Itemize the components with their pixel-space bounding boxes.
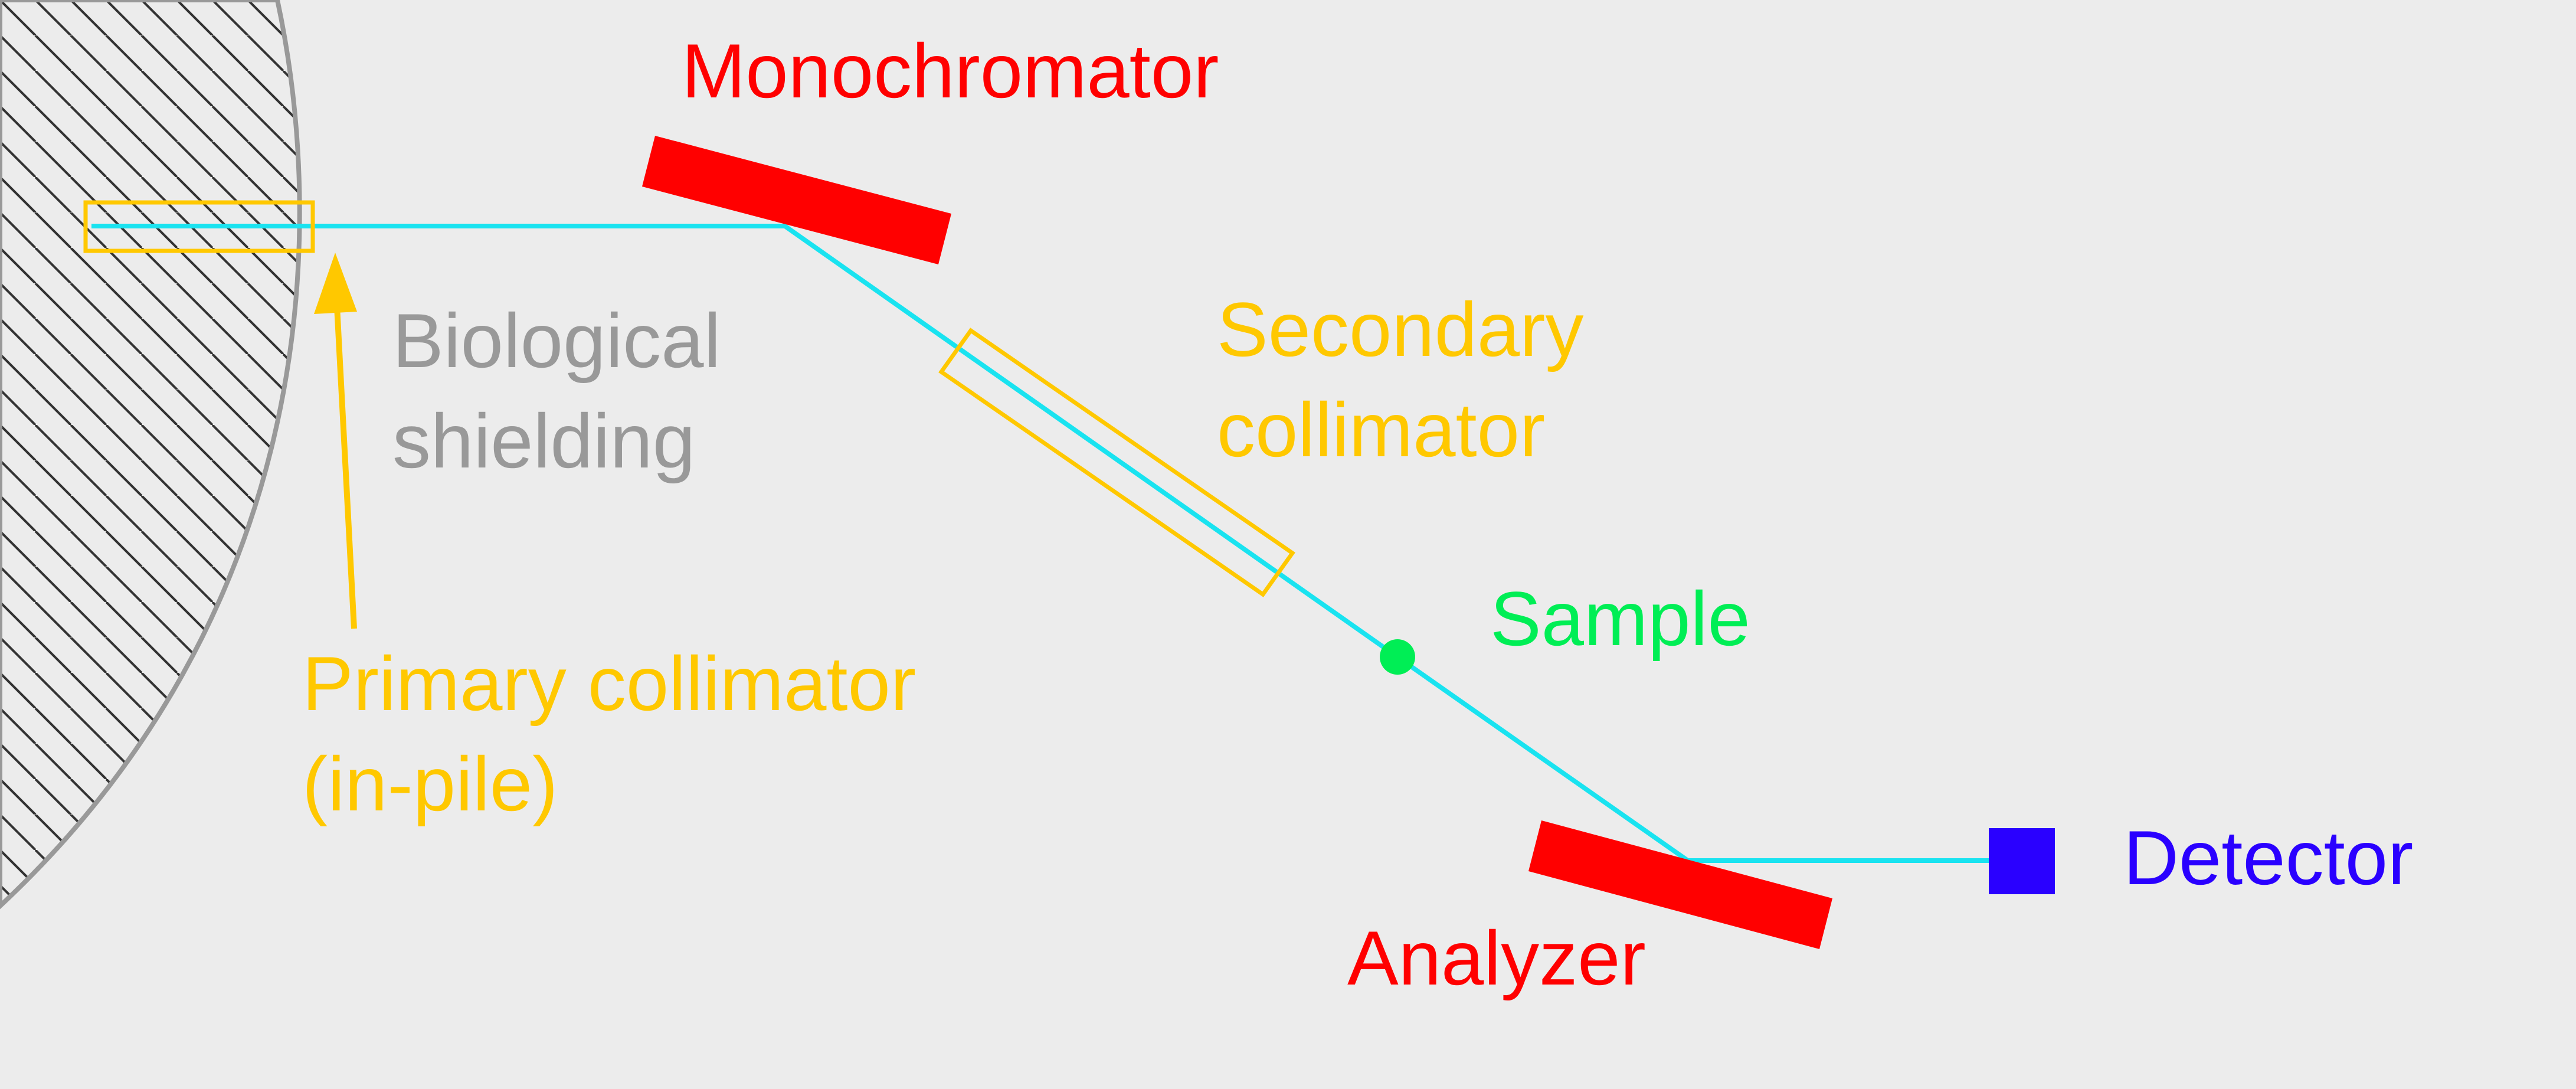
primary-collimator-label-line2: (in-pile): [302, 741, 558, 827]
biological-shielding-label-line2: shielding: [392, 398, 695, 484]
secondary-collimator-label: Secondary collimator: [1217, 286, 1605, 473]
analyzer-crystal: [1528, 820, 1832, 949]
primary-collimator-arrow: [333, 295, 357, 629]
monochromator-crystal: [642, 136, 951, 264]
primary-collimator-arrowhead: [314, 253, 357, 314]
secondary-collimator-label-line2: collimator: [1217, 387, 1545, 473]
analyzer-label: Analyzer: [1347, 915, 1646, 1001]
sample-label: Sample: [1490, 575, 1750, 662]
detector-box: [1989, 828, 2055, 894]
monochromator-label: Monochromator: [682, 28, 1219, 114]
sample-dot: [1380, 639, 1415, 675]
primary-collimator-label: Primary collimator (in-pile): [302, 640, 937, 827]
biological-shielding-label-line1: Biological: [392, 297, 721, 384]
biological-shielding-label: Biological shielding: [392, 297, 742, 484]
secondary-collimator: [938, 328, 1295, 597]
primary-collimator: [83, 200, 315, 253]
secondary-collimator-label-line1: Secondary: [1217, 286, 1584, 372]
primary-collimator-label-line1: Primary collimator: [302, 640, 916, 727]
detector-label: Detector: [2123, 815, 2413, 901]
